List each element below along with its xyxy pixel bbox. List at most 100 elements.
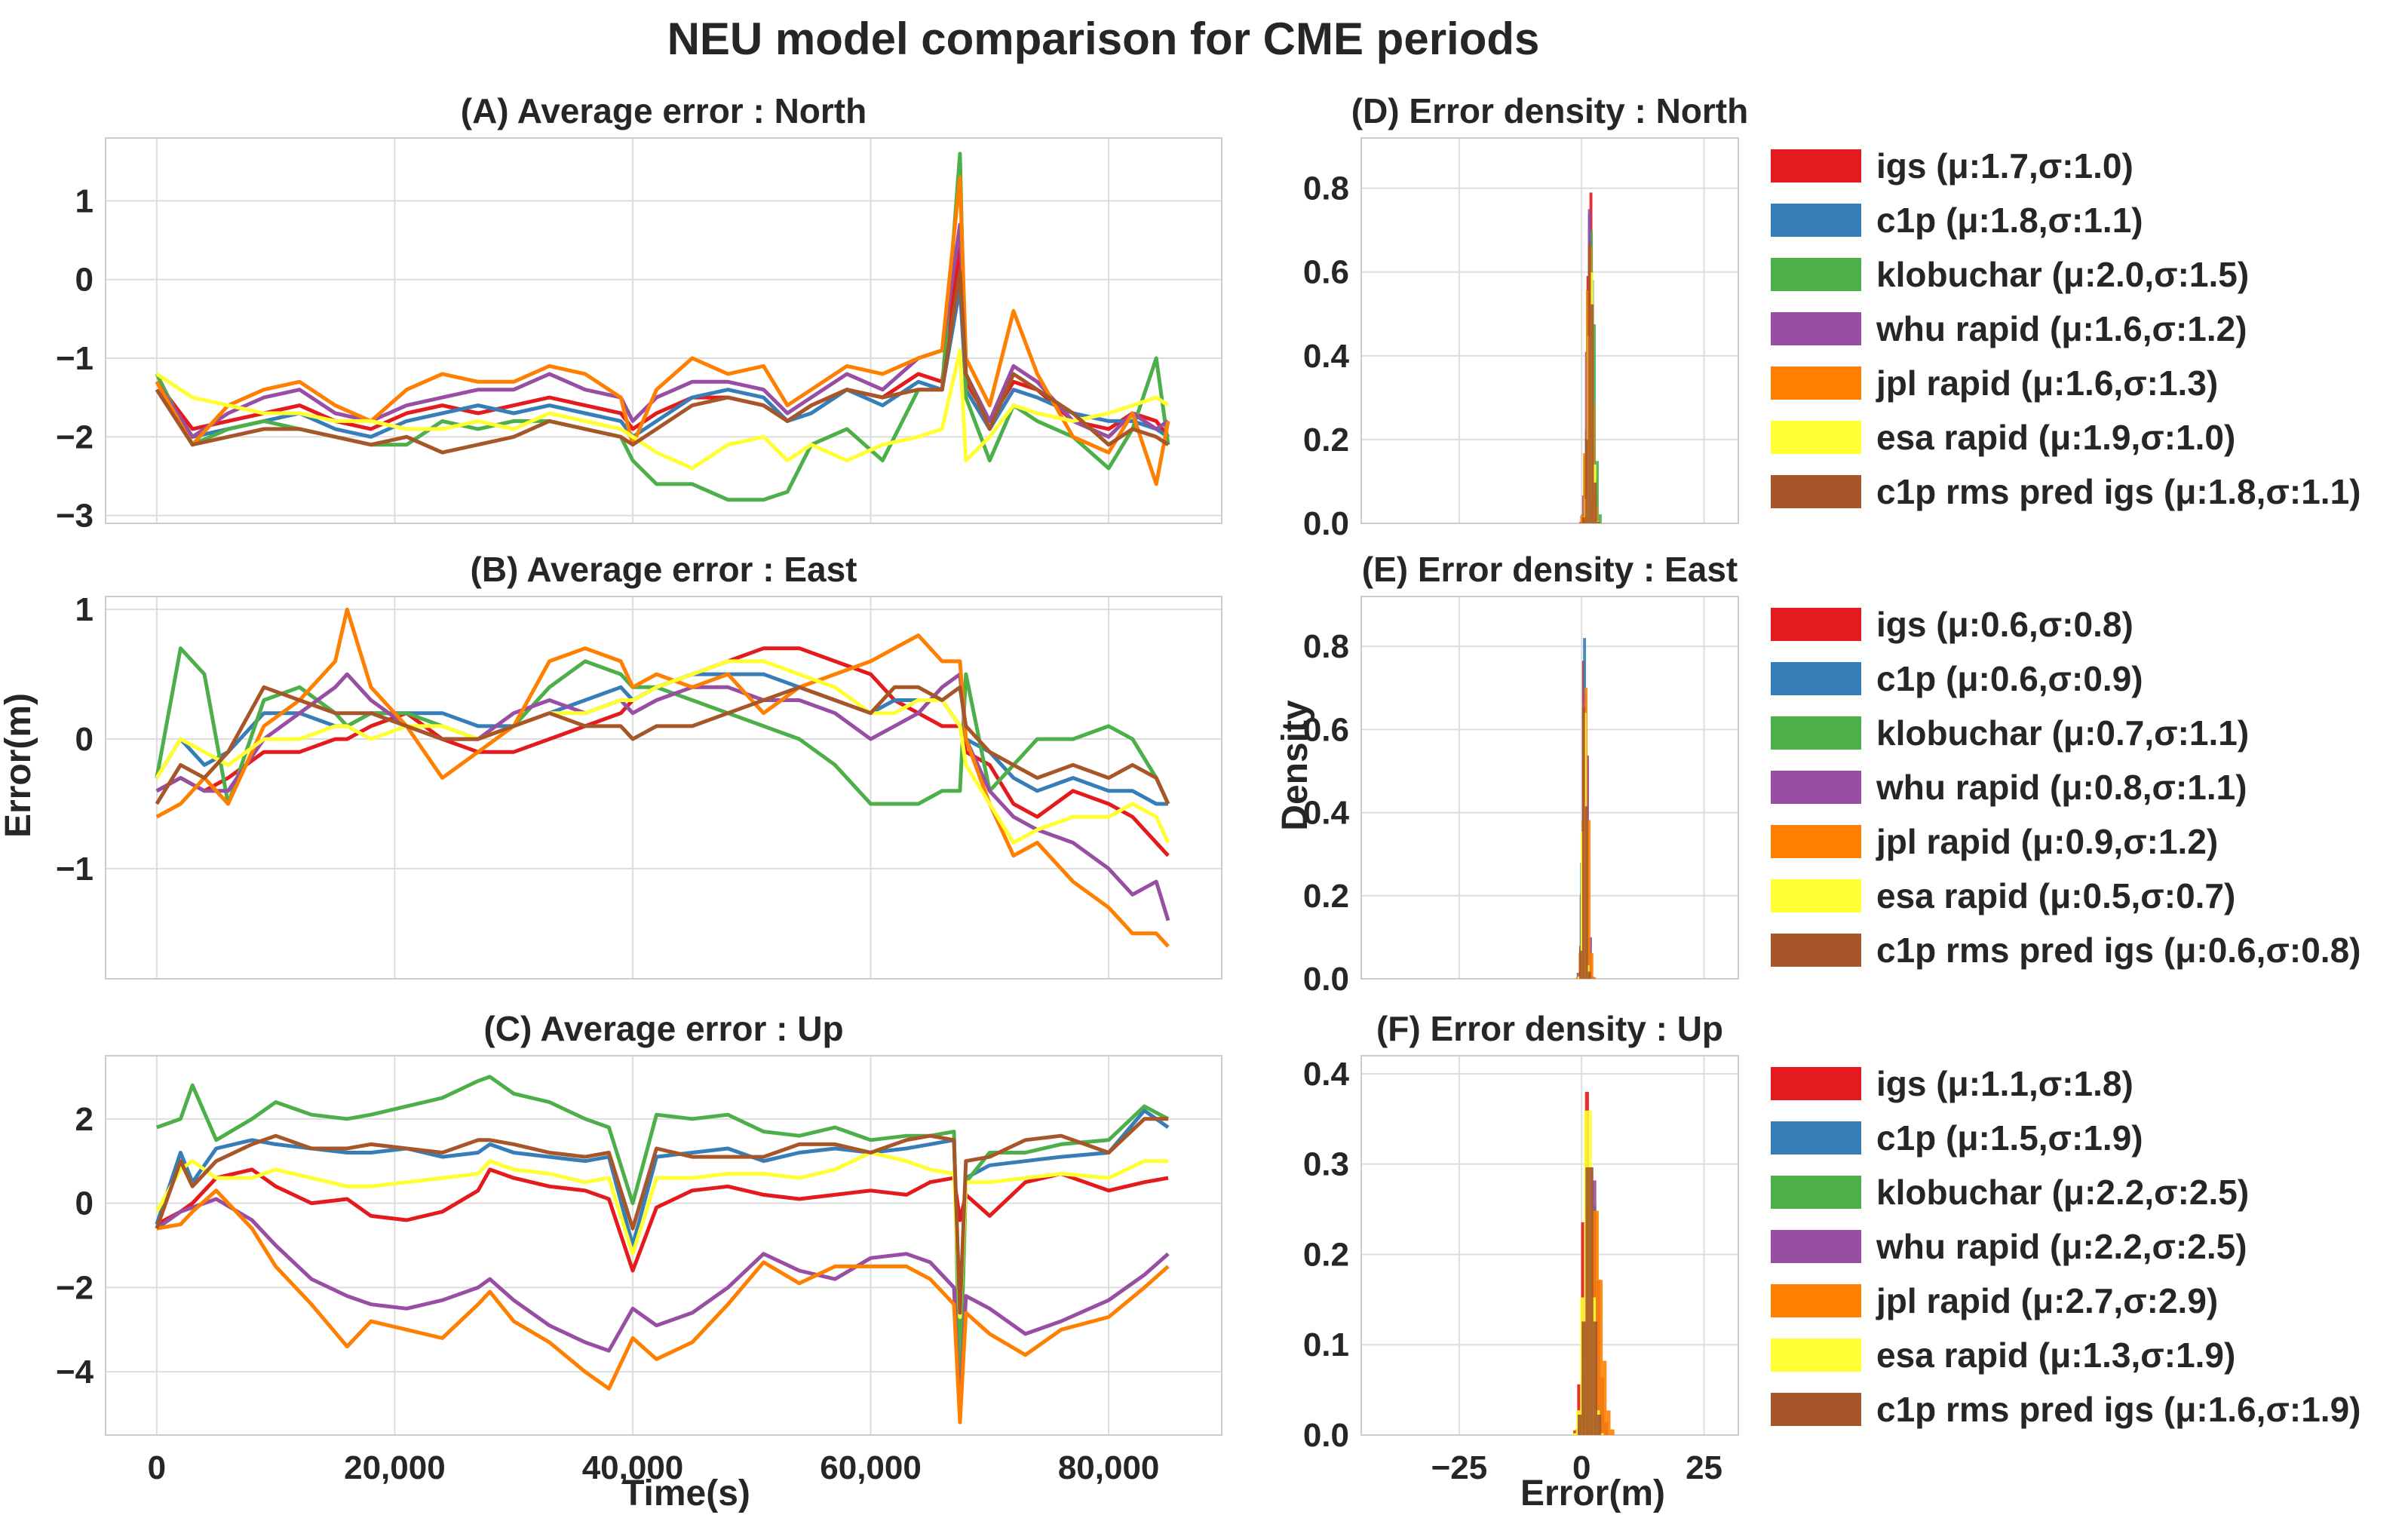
y-tick-label: 0.4 [1303, 795, 1350, 832]
legend-label: igs (μ:1.7,σ:1.0) [1876, 146, 2133, 186]
legend-label: igs (μ:0.6,σ:0.8) [1876, 605, 2133, 644]
legend-label: whu rapid (μ:1.6,σ:1.2) [1876, 309, 2247, 348]
legend-swatch [1771, 771, 1861, 804]
panel-d: (D) Error density : North 0.0 0.2 0.4 0.6 0.8… [1303, 91, 2361, 542]
panel-title: (D) Error density : North [1351, 91, 1748, 130]
legend-swatch [1771, 475, 1861, 508]
legend-label: jpl rapid (μ:2.7,σ:2.9) [1876, 1281, 2218, 1320]
plot-area [1575, 638, 1597, 979]
series-line-esa-rapid [155, 1151, 1168, 1319]
legend-swatch [1771, 312, 1861, 345]
series-line-klobuchar [155, 1075, 1170, 1395]
right-y-axis-label: Density [1275, 700, 1315, 831]
histogram-c1p-rms-pred-igs [1578, 1167, 1602, 1435]
legend-swatch [1771, 1230, 1861, 1263]
y-tick-label: −4 [56, 1354, 94, 1391]
histogram-bar [1597, 1414, 1602, 1435]
histogram-bar [1600, 1433, 1604, 1435]
legend-swatch [1771, 421, 1861, 454]
plot-area [1572, 1091, 1615, 1435]
legend-label: esa rapid (μ:1.3,σ:1.9) [1876, 1335, 2235, 1375]
legend-swatch [1771, 1339, 1861, 1372]
series-line-c1p-rms-pred-igs [155, 685, 1170, 805]
legend-label: whu rapid (μ:2.2,σ:2.5) [1876, 1227, 2247, 1266]
histogram-bar [1597, 521, 1600, 523]
series-line-igs [155, 1167, 1169, 1273]
series-line-jpl-rapid [155, 175, 1170, 486]
panel-a: (A) Average error : North −3 −2 −1 0 1 [56, 91, 1222, 535]
plot-frame [105, 137, 1222, 524]
y-tick-label: 0.8 [1303, 628, 1349, 665]
histogram-bar [1584, 806, 1588, 979]
x-tick-label: 40,000 [582, 1449, 684, 1486]
histogram-bar [1596, 461, 1599, 523]
legend: igs (μ:0.6,σ:0.8) c1p (μ:0.6,σ:0.9) klobuc… [1771, 605, 2360, 970]
legend-label: jpl rapid (μ:0.9,σ:1.2) [1876, 822, 2218, 861]
y-tick-label: 0.6 [1303, 711, 1349, 748]
series-line-igs [155, 646, 1170, 857]
legend: igs (μ:1.1,σ:1.8) c1p (μ:1.5,σ:1.9) klobuc… [1771, 1064, 2360, 1429]
panel-b: (B) Average error : East −1 0 1 [56, 550, 1222, 980]
right-x-axis-label: Error(m) [1520, 1473, 1665, 1513]
legend-label: esa rapid (μ:0.5,σ:0.7) [1876, 876, 2235, 915]
x-tick-label: 20,000 [344, 1449, 446, 1486]
plot-frame [105, 596, 1222, 980]
y-tick-label: 1 [75, 182, 94, 219]
legend: igs (μ:1.7,σ:1.0) c1p (μ:1.8,σ:1.1) klobuc… [1771, 146, 2360, 511]
series-line-esa-rapid [155, 659, 1170, 845]
legend-label: esa rapid (μ:1.9,σ:1.0) [1876, 418, 2235, 457]
panel-title: (B) Average error : East [471, 550, 857, 589]
histogram-bar [1581, 1321, 1586, 1435]
legend-label: whu rapid (μ:0.8,σ:1.1) [1876, 768, 2247, 807]
series-line-whu-rapid [155, 672, 1170, 921]
histogram-bar [1589, 1167, 1594, 1435]
y-tick-label: 0.2 [1303, 422, 1349, 458]
histogram-bar [1572, 1433, 1577, 1435]
histogram-bar [1577, 1384, 1581, 1435]
x-tick-label: 25 [1686, 1449, 1722, 1486]
histogram-bar [1587, 820, 1591, 979]
histogram-bar [1606, 1410, 1611, 1435]
histogram-bar [1594, 482, 1597, 523]
x-tick-label: 0 [1572, 1449, 1591, 1486]
y-tick-label: −2 [56, 1269, 94, 1306]
series-line-jpl-rapid [156, 1188, 1170, 1424]
series-line-klobuchar [155, 152, 1170, 502]
legend-label: igs (μ:1.1,σ:1.8) [1876, 1064, 2133, 1103]
legend-swatch [1771, 1121, 1861, 1155]
histogram-bar [1583, 453, 1587, 523]
histogram-c1p-rms-pred-igs [1581, 244, 1600, 523]
histogram-bar [1578, 1414, 1582, 1435]
histogram-bar [1575, 977, 1579, 979]
y-tick-label: 0.4 [1303, 1056, 1350, 1093]
legend-swatch [1771, 1393, 1861, 1426]
plot-frame [1360, 1055, 1739, 1436]
y-tick-label: 0.4 [1303, 338, 1350, 375]
x-tick-label: 0 [148, 1449, 166, 1486]
panel-title: (F) Error density : Up [1376, 1009, 1723, 1048]
plot-area [155, 152, 1170, 502]
y-tick-label: 1 [75, 591, 94, 628]
series-line-whu-rapid [155, 1197, 1170, 1416]
legend-label: klobuchar (μ:0.7,σ:1.1) [1876, 713, 2249, 753]
histogram-c1p-rms-pred-igs [1578, 707, 1591, 979]
legend-label: c1p rms pred igs (μ:1.8,σ:1.1) [1876, 472, 2360, 511]
y-tick-label: 0.0 [1303, 505, 1349, 542]
series-line-esa-rapid [155, 348, 1170, 471]
histogram-bar [1587, 244, 1591, 523]
x-tick-label: 80,000 [1058, 1449, 1160, 1486]
histogram-bar [1584, 439, 1588, 523]
y-tick-label: 0.3 [1303, 1146, 1349, 1183]
legend-swatch [1771, 934, 1861, 967]
histogram-bar [1591, 304, 1594, 523]
histogram-bar [1587, 971, 1591, 979]
y-tick-label: −1 [56, 340, 94, 377]
legend-swatch [1771, 716, 1861, 750]
y-tick-label: −3 [56, 498, 94, 535]
legend-label: c1p rms pred igs (μ:1.6,σ:1.9) [1876, 1390, 2360, 1429]
y-tick-label: 0.6 [1303, 254, 1349, 291]
histogram-bar [1590, 952, 1594, 979]
histogram-bar [1581, 707, 1585, 979]
legend-swatch [1771, 149, 1861, 182]
